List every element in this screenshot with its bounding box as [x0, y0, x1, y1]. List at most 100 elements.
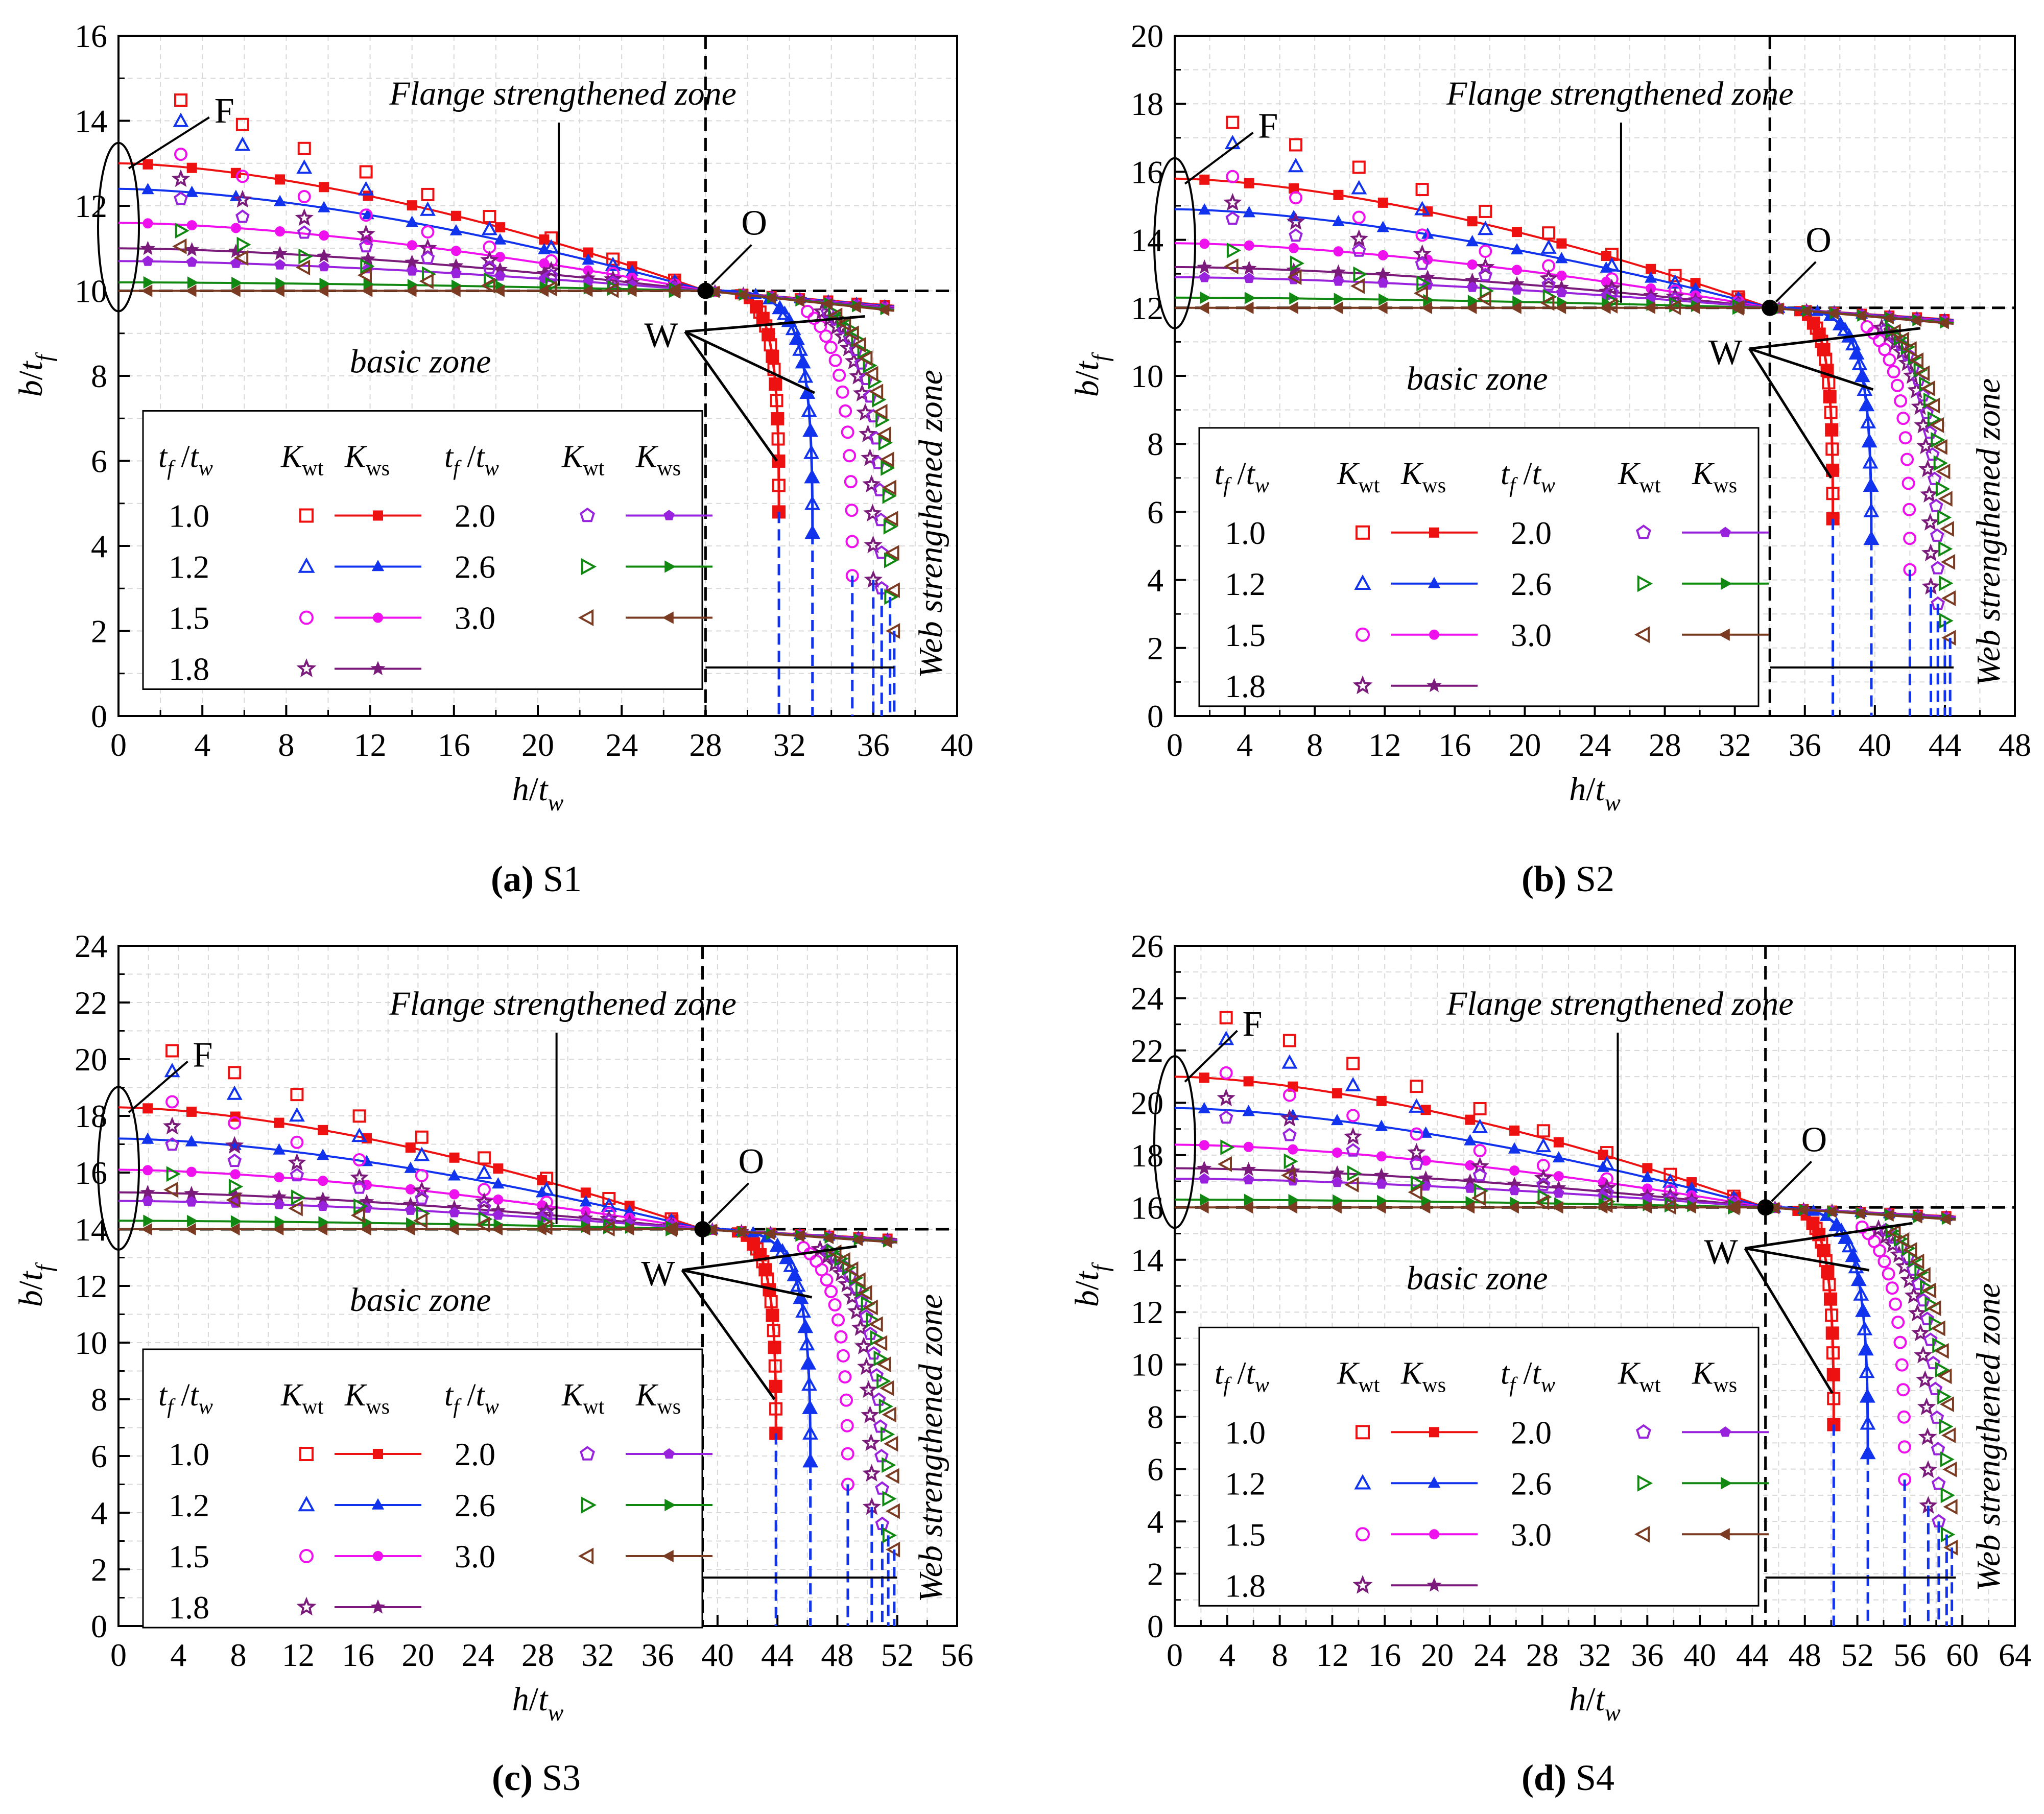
legend-header-ratio: tf /tw	[1215, 457, 1269, 497]
kwt-marker	[227, 1153, 242, 1167]
kws-marker	[317, 1200, 328, 1211]
kwt-marker	[1606, 293, 1621, 309]
kwt-marker	[1822, 1278, 1836, 1292]
kwt-marker	[289, 1107, 305, 1122]
kwt-marker	[1828, 1216, 1845, 1231]
legend-ratio-1.0: 1.0	[1225, 515, 1266, 551]
legend-box	[1198, 1326, 1760, 1607]
caption-b: (b) S2	[1210, 858, 1926, 900]
kwt-marker	[844, 1261, 859, 1277]
x-tick-label: 36	[641, 1637, 674, 1673]
kwt-marker	[225, 1136, 244, 1154]
kwt-marker	[1916, 1293, 1931, 1307]
kwt-marker	[163, 1182, 178, 1198]
point-o	[1762, 299, 1778, 316]
kwt-marker	[1604, 257, 1620, 272]
kws-marker	[186, 220, 197, 231]
kwt-marker	[481, 221, 497, 235]
kwt-marker	[1931, 561, 1945, 575]
kwt-marker	[878, 1398, 893, 1415]
kwt-marker	[845, 504, 859, 517]
label-f: F	[193, 1035, 213, 1075]
kwt-marker	[1882, 1267, 1895, 1281]
pointer-w	[1749, 347, 1874, 391]
legend-ratio-2.0: 2.0	[1511, 515, 1552, 551]
kws-marker	[318, 1216, 330, 1229]
y-tick-label: 0	[1147, 698, 1163, 734]
kws-marker	[1243, 272, 1255, 283]
kwt-marker	[1662, 1173, 1678, 1188]
legend-ratio-2.6: 2.6	[455, 549, 495, 585]
kwt-marker	[858, 350, 873, 367]
pointer-f	[128, 1060, 188, 1113]
legend-kwt-marker	[580, 507, 595, 522]
legend-kwt-marker	[578, 609, 594, 627]
legend-kws-marker	[664, 1498, 676, 1512]
kwt-marker	[1826, 1346, 1840, 1360]
kwt-marker	[840, 1393, 853, 1407]
kwt-marker	[840, 1419, 854, 1433]
kwt-marker	[1219, 1011, 1233, 1024]
kwt-marker	[171, 169, 191, 187]
kwt-marker	[766, 1308, 779, 1322]
kws-marker	[1243, 206, 1255, 218]
kwt-marker	[1226, 242, 1242, 258]
kwt-marker	[1895, 1232, 1910, 1248]
kwt-marker	[1898, 431, 1912, 445]
kwt-marker	[295, 208, 314, 226]
x-tick-label: 28	[689, 727, 722, 763]
legend-kws-marker	[1429, 629, 1439, 640]
kws-marker	[493, 233, 507, 245]
x-tick-label: 24	[1473, 1637, 1506, 1673]
kwt-marker	[772, 300, 788, 315]
y-tick-label: 18	[1131, 1137, 1163, 1174]
kwt-marker	[800, 1355, 817, 1370]
kwt-marker	[787, 1267, 803, 1281]
kws-marker	[1242, 1105, 1255, 1116]
kws-marker	[275, 277, 287, 290]
kws-marker	[1555, 252, 1568, 264]
kwt-marker	[1832, 316, 1848, 330]
kwt-marker	[851, 337, 866, 353]
caption-c-name: S3	[541, 1757, 581, 1798]
kwt-marker	[804, 495, 821, 510]
legend-kws-marker	[1427, 678, 1442, 693]
kwt-marker	[1729, 300, 1744, 316]
point-o	[694, 1221, 711, 1237]
x-tick-label: 48	[1789, 1637, 1821, 1673]
kwt-marker	[836, 1349, 850, 1363]
kws-marker	[1509, 1165, 1520, 1176]
kwt-marker	[421, 225, 435, 239]
kws-marker	[1419, 1126, 1432, 1138]
y-axis-title: b/tf	[12, 1262, 57, 1307]
legend-kws-marker	[371, 1498, 385, 1510]
kwt-marker	[1536, 1124, 1550, 1138]
x-tick-label: 28	[1649, 727, 1681, 763]
kwt-marker	[1408, 1098, 1424, 1113]
kws-marker	[1376, 1178, 1387, 1189]
kwt-marker	[1921, 543, 1940, 561]
legend-ratio-2.6: 2.6	[455, 1487, 495, 1523]
y-tick-label: 24	[1131, 980, 1163, 1016]
kwt-marker	[415, 1130, 429, 1144]
caption-b-letter: (b)	[1521, 858, 1566, 899]
kwt-marker	[863, 504, 882, 522]
kwt-marker	[1859, 1364, 1875, 1378]
y-tick-label: 6	[91, 443, 107, 480]
kwt-marker	[1226, 115, 1240, 129]
kwt-marker	[1914, 1345, 1933, 1364]
flange-ellipse	[97, 1086, 140, 1251]
kwt-marker	[474, 1192, 494, 1210]
kwt-marker	[600, 1221, 615, 1237]
x-axis-title: h/tw	[512, 771, 564, 816]
kwt-marker	[862, 1464, 881, 1482]
kwt-marker	[799, 1336, 815, 1351]
kwt-marker	[1937, 509, 1952, 526]
kwt-marker	[851, 1318, 870, 1336]
legend-kwt-marker	[1356, 1425, 1370, 1440]
kwt-marker	[781, 313, 797, 327]
legend-ratio-2.0: 2.0	[1511, 1414, 1552, 1450]
x-tick-label: 12	[282, 1637, 315, 1673]
kwt-marker	[359, 238, 373, 253]
kws-marker	[228, 1223, 240, 1236]
